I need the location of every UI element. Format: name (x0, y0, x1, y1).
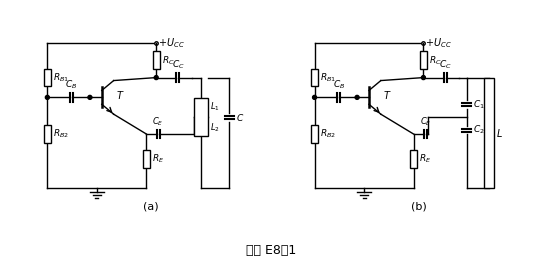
Bar (311, 69, 318, 87)
Circle shape (88, 95, 92, 99)
Bar (44, 125, 51, 143)
Text: $C_2$: $C_2$ (473, 124, 485, 136)
Circle shape (355, 95, 359, 99)
Bar (410, 150, 417, 168)
Bar (153, 51, 160, 69)
Text: $C_B$: $C_B$ (333, 78, 345, 91)
Text: $T$: $T$ (116, 89, 124, 101)
Bar (420, 51, 427, 69)
Text: $C_C$: $C_C$ (439, 59, 452, 71)
Text: (a): (a) (143, 201, 159, 211)
Text: $L_2$: $L_2$ (210, 122, 219, 134)
Text: $R_{B2}$: $R_{B2}$ (320, 128, 336, 140)
Text: $R_{B1}$: $R_{B1}$ (320, 71, 336, 84)
Text: $R_C$: $R_C$ (429, 54, 441, 66)
Text: (b): (b) (411, 201, 426, 211)
Text: $R_C$: $R_C$ (162, 54, 174, 66)
Bar (484, 78, 494, 189)
Circle shape (313, 95, 317, 99)
Text: $R_E$: $R_E$ (419, 153, 431, 166)
Text: 题图 E8－1: 题图 E8－1 (246, 244, 296, 257)
Text: $R_{B1}$: $R_{B1}$ (53, 71, 69, 84)
Text: $+U_{CC}$: $+U_{CC}$ (158, 36, 185, 50)
Text: $C_1$: $C_1$ (473, 98, 485, 111)
Text: $L_1$: $L_1$ (210, 100, 219, 112)
Text: $C$: $C$ (236, 112, 244, 123)
Circle shape (46, 95, 49, 99)
Text: $R_E$: $R_E$ (151, 153, 164, 166)
Text: $R_{B2}$: $R_{B2}$ (53, 128, 69, 140)
Bar (194, 98, 207, 136)
Text: $+U_{CC}$: $+U_{CC}$ (425, 36, 452, 50)
Bar (44, 69, 51, 87)
Text: $T$: $T$ (383, 89, 392, 101)
Text: $C_E$: $C_E$ (420, 115, 431, 128)
Circle shape (154, 76, 158, 80)
Text: $C_E$: $C_E$ (153, 115, 164, 128)
Text: $C_C$: $C_C$ (172, 59, 184, 71)
Text: $L$: $L$ (496, 127, 502, 139)
Circle shape (421, 76, 425, 80)
Bar (143, 150, 150, 168)
Text: $C_B$: $C_B$ (66, 78, 78, 91)
Bar (311, 125, 318, 143)
